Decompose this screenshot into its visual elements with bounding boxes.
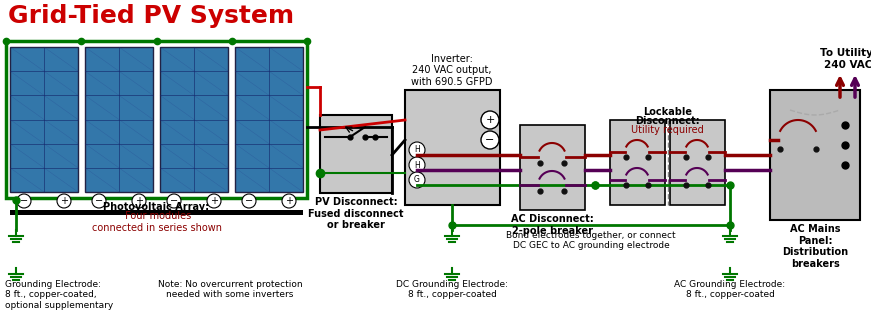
Text: −: − — [245, 196, 253, 206]
Bar — [320, 115, 392, 193]
Circle shape — [242, 194, 256, 208]
Circle shape — [409, 142, 425, 158]
Text: Grounding Electrode:
8 ft., copper-coated,
optional supplementary: Grounding Electrode: 8 ft., copper-coate… — [5, 280, 113, 310]
Bar — [6, 41, 307, 198]
Bar — [235, 47, 303, 192]
Text: Four modules
connected in series shown: Four modules connected in series shown — [91, 211, 221, 233]
Text: Inverter:
240 VAC output,
with 690.5 GFPD: Inverter: 240 VAC output, with 690.5 GFP… — [411, 54, 493, 87]
Bar — [85, 47, 153, 192]
Text: Lockable: Lockable — [643, 107, 692, 117]
Circle shape — [17, 194, 31, 208]
Bar — [10, 47, 78, 192]
Bar — [520, 125, 585, 210]
Text: +: + — [485, 115, 495, 125]
Bar — [670, 120, 725, 205]
Text: PV Disconnect:
Fused disconnect
or breaker: PV Disconnect: Fused disconnect or break… — [308, 197, 404, 230]
Text: +: + — [60, 196, 68, 206]
Text: −: − — [485, 135, 495, 145]
Bar — [610, 120, 665, 205]
Text: G: G — [414, 175, 420, 184]
Circle shape — [409, 157, 425, 173]
Text: Disconnect:: Disconnect: — [635, 116, 699, 126]
Text: Utility required: Utility required — [631, 125, 704, 135]
Bar — [770, 90, 860, 220]
Text: −: − — [170, 196, 178, 206]
Circle shape — [481, 131, 499, 149]
Circle shape — [167, 194, 181, 208]
Circle shape — [207, 194, 221, 208]
Bar — [405, 90, 500, 205]
Bar — [10, 210, 303, 215]
Text: −: − — [95, 196, 103, 206]
Text: −: − — [20, 196, 28, 206]
Text: AC Mains
Panel:
Distribution
breakers: AC Mains Panel: Distribution breakers — [782, 224, 848, 269]
Text: To Utility:
240 VAC: To Utility: 240 VAC — [820, 48, 871, 70]
Circle shape — [282, 194, 296, 208]
Circle shape — [409, 172, 425, 188]
Text: H: H — [414, 161, 420, 169]
Bar — [160, 47, 228, 192]
Text: AC Grounding Electrode:
8 ft., copper-coated: AC Grounding Electrode: 8 ft., copper-co… — [674, 280, 786, 300]
Text: +: + — [135, 196, 143, 206]
Text: +: + — [210, 196, 218, 206]
Text: AC Disconnect:
2-pole breaker: AC Disconnect: 2-pole breaker — [510, 214, 593, 236]
Text: Note: No overcurrent protection
needed with some inverters: Note: No overcurrent protection needed w… — [158, 280, 302, 300]
Text: +: + — [285, 196, 293, 206]
Text: Bond electrodes together, or connect
DC GEC to AC grounding electrode: Bond electrodes together, or connect DC … — [506, 231, 676, 250]
Text: DC Grounding Electrode:
8 ft., copper-coated: DC Grounding Electrode: 8 ft., copper-co… — [396, 280, 508, 300]
Text: Grid-Tied PV System: Grid-Tied PV System — [8, 4, 294, 28]
Circle shape — [57, 194, 71, 208]
Text: Photovoltaic Array:: Photovoltaic Array: — [104, 202, 210, 212]
Circle shape — [92, 194, 106, 208]
Circle shape — [132, 194, 146, 208]
Text: H: H — [414, 146, 420, 155]
Circle shape — [481, 111, 499, 129]
